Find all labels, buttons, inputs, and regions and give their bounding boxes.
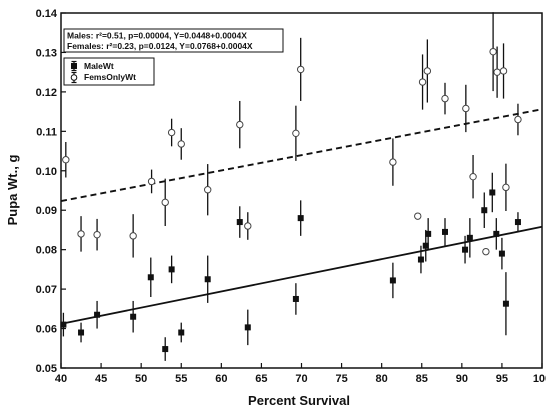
point-MaleWt [425, 230, 432, 237]
legend-frame [63, 57, 155, 86]
fit-line-FemsOnlyWt [60, 108, 543, 202]
x-tick-label: 70 [295, 373, 307, 385]
point-MaleWt [292, 295, 299, 302]
point-FemsOnlyWt [204, 186, 212, 194]
y-tick-label: 0.14 [36, 8, 58, 20]
stats-males: Males: r²=0.51, p=0.00004, Y=0.0448+0.00… [67, 31, 247, 41]
point-FemsOnlyWt [296, 65, 305, 74]
y-tick-label: 0.11 [36, 126, 57, 138]
y-tick-label: 0.09 [36, 205, 57, 217]
point-FemsOnlyWt [77, 230, 85, 238]
point-FemsOnlyWt [489, 47, 497, 56]
y-tick-label: 0.07 [36, 284, 57, 296]
x-tick-label: 80 [376, 373, 388, 385]
point-MaleWt [204, 276, 211, 283]
point-FemsOnlyWt [414, 212, 422, 220]
point-FemsOnlyWt [469, 172, 477, 181]
fit-line-MaleWt [60, 225, 543, 325]
y-tick-label: 0.13 [36, 47, 57, 59]
point-MaleWt [236, 219, 243, 226]
legend-swatch-male [71, 60, 77, 72]
x-axis-ticks: 40 45 50 55 60 65 70 75 80 85 90 95 100 [55, 363, 546, 385]
x-tick-label: 40 [55, 373, 67, 385]
point-FemsOnlyWt [177, 140, 185, 148]
point-FemsOnlyWt [499, 67, 508, 75]
point-MaleWt [162, 346, 169, 353]
stats-box-frame [63, 28, 284, 53]
point-FemsOnlyWt [236, 120, 244, 129]
legend: MaleWt FemsOnlyWt [63, 57, 155, 86]
point-FemsOnlyWt [93, 230, 101, 239]
y-axis-ticks: 0.05 0.06 0.07 0.08 0.09 0.10 0.11 0.12 0.13 0.14 [36, 8, 66, 375]
point-MaleWt [178, 329, 185, 336]
point-MaleWt [389, 277, 396, 284]
y-tick-label: 0.12 [36, 87, 57, 99]
point-MaleWt [60, 321, 67, 328]
point-MaleWt [514, 219, 521, 226]
x-tick-label: 90 [456, 373, 468, 385]
legend-label-female: FemsOnlyWt [84, 72, 136, 82]
y-tick-label: 0.05 [36, 363, 57, 375]
point-FemsOnlyWt [167, 128, 176, 137]
point-FemsOnlyWt [129, 232, 137, 240]
point-FemsOnlyWt [389, 158, 397, 166]
point-MaleWt [441, 228, 448, 235]
point-MaleWt [493, 230, 500, 237]
point-FemsOnlyWt [514, 115, 522, 124]
point-FemsOnlyWt [462, 104, 470, 113]
point-MaleWt [462, 246, 469, 253]
y-tick-label: 0.06 [36, 324, 57, 336]
point-FemsOnlyWt [482, 247, 490, 256]
x-tick-label: 100 [533, 373, 546, 385]
point-MaleWt [422, 242, 429, 249]
point-FemsOnlyWt [62, 156, 70, 164]
point-MaleWt [417, 256, 424, 263]
point-MaleWt [481, 207, 488, 214]
x-tick-label: 50 [135, 373, 147, 385]
point-FemsOnlyWt [418, 78, 427, 86]
point-FemsOnlyWt [244, 222, 252, 230]
x-tick-label: 75 [335, 373, 347, 385]
fit-lines [60, 108, 543, 325]
y-tick-label: 0.08 [36, 245, 57, 257]
point-MaleWt [489, 189, 496, 196]
y-tick-label: 0.10 [36, 166, 57, 178]
y-axis-title: Pupa Wt., g [5, 155, 20, 226]
stats-box: Males: r²=0.51, p=0.00004, Y=0.0448+0.00… [63, 28, 284, 53]
point-MaleWt [466, 234, 473, 241]
x-tick-label: 65 [255, 373, 267, 385]
point-MaleWt [297, 215, 304, 222]
point-MaleWt [168, 266, 175, 273]
point-MaleWt [244, 324, 251, 331]
point-FemsOnlyWt [493, 68, 501, 76]
x-tick-label: 85 [416, 373, 428, 385]
legend-label-male: MaleWt [84, 61, 114, 71]
point-MaleWt [502, 300, 509, 307]
point-MaleWt [78, 329, 85, 336]
x-axis-title: Percent Survival [248, 393, 350, 408]
point-MaleWt [498, 250, 505, 257]
x-tick-label: 55 [175, 373, 187, 385]
point-FemsOnlyWt [441, 94, 449, 103]
legend-swatch-female [70, 71, 78, 84]
point-FemsOnlyWt [292, 129, 300, 138]
x-tick-label: 45 [95, 373, 107, 385]
x-tick-label: 60 [215, 373, 227, 385]
x-tick-label: 95 [496, 373, 508, 385]
point-FemsOnlyWt [161, 198, 169, 207]
point-MaleWt [147, 274, 154, 281]
stats-females: Females: r²=0.23, p=0.0124, Y=0.0768+0.0… [67, 41, 253, 51]
point-FemsOnlyWt [147, 177, 156, 186]
point-FemsOnlyWt [423, 67, 432, 75]
point-FemsOnlyWt [502, 183, 510, 192]
data-points [60, 47, 522, 353]
point-MaleWt [94, 311, 101, 318]
point-MaleWt [130, 313, 137, 320]
